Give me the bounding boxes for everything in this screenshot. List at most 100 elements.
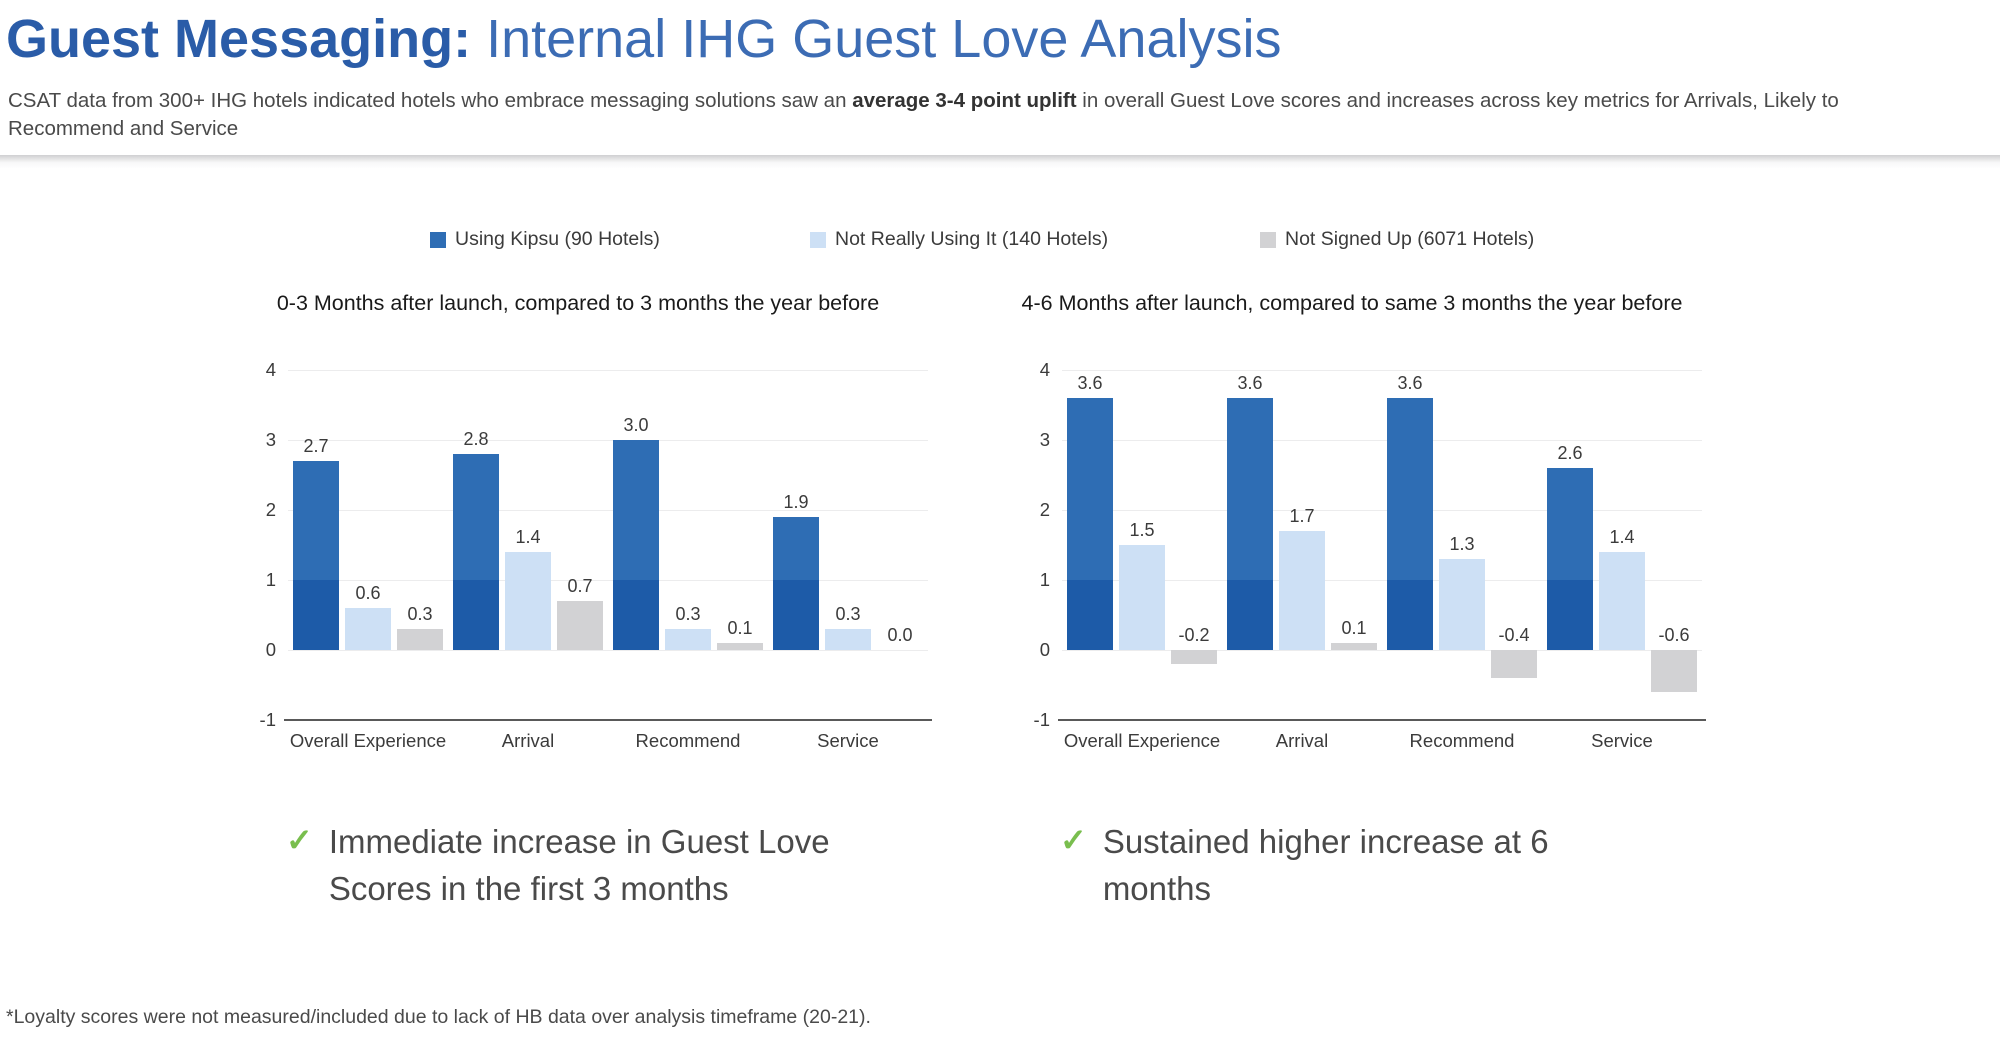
page-subtitle: CSAT data from 300+ IHG hotels indicated… (8, 87, 1868, 143)
bar-value-label: 1.9 (783, 492, 809, 512)
bar[interactable] (293, 461, 339, 650)
page-title-emphasis: Guest Messaging: (6, 9, 472, 69)
bar-value-label: 0.3 (407, 604, 433, 624)
bar-value-label: 3.6 (1077, 373, 1103, 393)
y-axis-tick-label: 4 (1039, 359, 1050, 380)
bar-value-label: 2.8 (463, 429, 489, 449)
bar[interactable] (773, 517, 819, 650)
x-axis-category-label: Service (1591, 730, 1653, 751)
bar[interactable] (1547, 468, 1593, 650)
y-axis-tick-label: 2 (265, 499, 276, 520)
bar-value-label: -0.6 (1658, 625, 1690, 645)
check-icon: ✓ (1060, 822, 1087, 858)
y-axis-tick-label: 0 (265, 639, 276, 660)
bar[interactable] (1599, 552, 1645, 650)
bar-value-label: 0.0 (887, 625, 913, 645)
page-title: Guest Messaging: Internal IHG Guest Love… (6, 8, 1282, 70)
bar-value-label: 1.4 (515, 527, 541, 547)
bar[interactable] (505, 552, 551, 650)
y-axis-tick-label: 3 (265, 429, 276, 450)
slide-header: Guest Messaging: Internal IHG Guest Love… (0, 0, 2000, 155)
y-axis-tick-label: 1 (1039, 569, 1050, 590)
bar-value-label: 1.7 (1289, 506, 1315, 526)
bar-value-label: -0.2 (1178, 625, 1210, 645)
gridline (1062, 510, 1702, 511)
page-title-rest: Internal IHG Guest Love Analysis (471, 9, 1282, 69)
gridline (288, 510, 928, 511)
bar-lower-segment (293, 580, 339, 650)
bar[interactable] (1119, 545, 1165, 650)
x-axis-category-label: Recommend (1409, 730, 1515, 751)
bar[interactable] (1331, 643, 1377, 650)
check-icon: ✓ (286, 822, 313, 858)
y-axis-tick-label: 1 (265, 569, 276, 590)
footnote: *Loyalty scores were not measured/includ… (6, 1006, 871, 1028)
bar-value-label: 1.3 (1449, 534, 1475, 554)
legend-swatch-icon (430, 231, 446, 248)
bar-lower-segment (773, 580, 819, 650)
subtitle-emphasis: average 3-4 point uplift (852, 89, 1077, 112)
bar-value-label: 1.5 (1129, 520, 1155, 540)
bar-value-label: 2.6 (1557, 443, 1583, 463)
callout-immediate-increase: ✓ Immediate increase in Guest Love Score… (286, 818, 906, 912)
bar[interactable] (1491, 650, 1537, 678)
callout-text: Immediate increase in Guest Love Scores … (328, 823, 830, 907)
bar-value-label: -0.4 (1498, 625, 1530, 645)
bar-value-label: 3.0 (623, 415, 649, 435)
callout-text: Sustained higher increase at 6 months (1102, 823, 1549, 907)
bar-value-label: 0.3 (675, 604, 701, 624)
bar-value-label: 0.3 (835, 604, 861, 624)
bar[interactable] (1387, 398, 1433, 650)
bar[interactable] (1171, 650, 1217, 664)
bar-value-label: 0.1 (1341, 618, 1367, 638)
bar[interactable] (613, 440, 659, 650)
bar[interactable] (665, 629, 711, 650)
bar[interactable] (453, 454, 499, 650)
bar[interactable] (557, 601, 603, 650)
callout-sustained-increase: ✓ Sustained higher increase at 6 months (1060, 818, 1660, 912)
bar[interactable] (1067, 398, 1113, 650)
bar[interactable] (1651, 650, 1697, 692)
legend-swatch-icon (810, 231, 826, 248)
y-axis-tick-label: 0 (1039, 639, 1050, 660)
bar-value-label: 1.4 (1609, 527, 1635, 547)
chart-legend: Using Kipsu (90 Hotels) Not Really Using… (430, 228, 1610, 252)
chart-title: 0-3 Months after launch, compared to 3 m… (276, 291, 880, 315)
y-axis-tick-label: 4 (265, 359, 276, 380)
bar[interactable] (345, 608, 391, 650)
chart-panel-4-6-months: 4-6 Months after launch, compared to sam… (1002, 288, 1706, 768)
header-divider-shadow (0, 155, 2000, 169)
y-axis-tick-label: 3 (1039, 429, 1050, 450)
legend-item-using-kipsu: Using Kipsu (90 Hotels) (430, 228, 660, 251)
bar-chart-plot: 4 3 2 1 0 -1 2.7 0.6 0.3 Overall Experience 2.8 1.4… (260, 359, 932, 751)
y-axis-tick-label: 2 (1039, 499, 1050, 520)
bar[interactable] (1227, 398, 1273, 650)
x-axis-category-label: Arrival (1275, 730, 1329, 751)
bar-lower-segment (1067, 580, 1113, 650)
bar[interactable] (717, 643, 763, 650)
x-axis-category-label: Service (817, 730, 879, 751)
bar-lower-segment (613, 580, 659, 650)
legend-label: Using Kipsu (90 Hotels) (455, 228, 660, 250)
bar-lower-segment (1387, 580, 1433, 650)
legend-label: Not Really Using It (140 Hotels) (835, 228, 1109, 250)
bar-lower-segment (453, 580, 499, 650)
legend-label: Not Signed Up (6071 Hotels) (1285, 228, 1535, 250)
bar[interactable] (825, 629, 871, 650)
x-axis-category-label: Overall Experience (289, 730, 447, 751)
y-axis-tick-label: -1 (1033, 709, 1050, 730)
bar-value-label: 0.7 (567, 576, 593, 596)
gridline (288, 370, 928, 371)
x-axis-category-label: Recommend (635, 730, 741, 751)
bar[interactable] (1439, 559, 1485, 650)
bar-lower-segment (1547, 580, 1593, 650)
legend-swatch-icon (1260, 231, 1276, 248)
legend-item-not-really-using-it: Not Really Using It (140 Hotels) (810, 228, 1108, 251)
legend-item-not-signed-up: Not Signed Up (6071 Hotels) (1260, 228, 1534, 251)
gridline (1062, 370, 1702, 371)
x-axis-category-label: Arrival (501, 730, 555, 751)
bar[interactable] (397, 629, 443, 650)
bar[interactable] (1279, 531, 1325, 650)
gridline (1062, 580, 1702, 581)
bar-value-label: 3.6 (1397, 373, 1423, 393)
